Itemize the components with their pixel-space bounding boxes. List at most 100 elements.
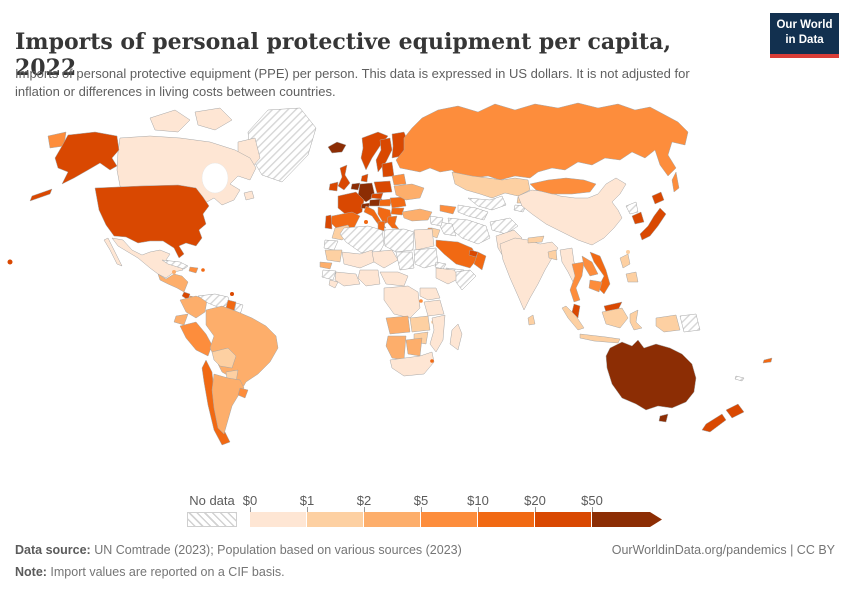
country-jamaica[interactable]: [172, 270, 176, 274]
country-bulgaria[interactable]: [390, 207, 405, 216]
country-mozambique[interactable]: [429, 314, 446, 353]
country-guinea[interactable]: [321, 269, 337, 281]
country-west-africa[interactable]: [334, 271, 361, 287]
country-usa[interactable]: [94, 184, 210, 259]
country-mongolia[interactable]: [529, 177, 597, 195]
country-france[interactable]: [337, 191, 365, 219]
owid-link[interactable]: OurWorldinData.org/pandemics | CC BY: [611, 543, 835, 557]
legend-bin[interactable]: [364, 512, 421, 527]
country-japan[interactable]: [639, 207, 667, 241]
country-caucasus[interactable]: [439, 204, 457, 215]
country-bolivia[interactable]: [211, 347, 237, 369]
country-botswana[interactable]: [405, 337, 423, 357]
country-peru[interactable]: [179, 321, 213, 357]
country-mauritania[interactable]: [324, 249, 343, 263]
country-western-sahara[interactable]: [323, 239, 339, 251]
country-trinidad[interactable]: [230, 292, 234, 296]
country-indonesia-java[interactable]: [579, 333, 621, 344]
country-central-america[interactable]: [157, 273, 189, 293]
country-indonesia-sumatra[interactable]: [561, 305, 585, 331]
legend-bin[interactable]: [307, 512, 364, 527]
country-papua-new-guinea[interactable]: [679, 313, 701, 333]
country-thailand[interactable]: [569, 261, 585, 303]
country-puerto-rico[interactable]: [201, 268, 205, 272]
country-philippines-luzon[interactable]: [619, 253, 631, 269]
country-drc[interactable]: [383, 285, 421, 319]
country-brazil[interactable]: [205, 305, 279, 397]
country-bangladesh[interactable]: [547, 249, 558, 261]
country-zambia[interactable]: [409, 315, 431, 333]
country-india[interactable]: [499, 237, 559, 311]
country-eswatini[interactable]: [430, 359, 434, 363]
country-laos[interactable]: [581, 255, 599, 277]
country-taiwan[interactable]: [626, 250, 630, 254]
country-ethiopia[interactable]: [435, 267, 461, 285]
country-italy-sardinia[interactable]: [364, 220, 368, 224]
country-australia-tasmania[interactable]: [658, 413, 669, 423]
country-usa-hawaii[interactable]: [7, 259, 13, 265]
country-new-zealand-south[interactable]: [701, 413, 727, 433]
country-uruguay[interactable]: [237, 387, 249, 399]
country-cambodia[interactable]: [588, 279, 603, 293]
country-sri-lanka[interactable]: [527, 314, 536, 326]
country-ukraine[interactable]: [393, 183, 425, 201]
country-saudi-arabia[interactable]: [435, 239, 479, 269]
legend-bin[interactable]: [592, 512, 662, 527]
country-fiji[interactable]: [762, 357, 773, 364]
country-rwanda[interactable]: [419, 299, 423, 303]
country-tanzania[interactable]: [423, 299, 445, 317]
country-russia[interactable]: [395, 102, 689, 181]
country-syria[interactable]: [429, 215, 444, 227]
country-hungary[interactable]: [378, 198, 393, 207]
country-angola[interactable]: [385, 315, 411, 335]
country-libya[interactable]: [383, 228, 415, 253]
country-nepal[interactable]: [527, 235, 545, 244]
country-vietnam[interactable]: [589, 251, 611, 295]
country-indonesia-sulawesi[interactable]: [629, 309, 643, 331]
country-indonesia-borneo[interactable]: [601, 307, 629, 329]
country-nigeria[interactable]: [357, 269, 381, 287]
legend-bin[interactable]: [478, 512, 535, 527]
country-poland[interactable]: [373, 180, 393, 194]
country-benelux[interactable]: [350, 182, 361, 191]
country-usa-aleutians[interactable]: [29, 188, 53, 202]
country-indonesia-papua[interactable]: [655, 314, 681, 333]
legend-bin[interactable]: [421, 512, 478, 527]
country-belarus[interactable]: [391, 173, 407, 186]
owid-logo[interactable]: Our World in Data: [770, 13, 839, 58]
country-mexico-baja[interactable]: [103, 237, 123, 267]
country-usa-alaska[interactable]: [54, 131, 120, 185]
country-canada[interactable]: [243, 190, 255, 201]
legend-no-data-swatch[interactable]: [187, 512, 237, 527]
country-baltics[interactable]: [381, 161, 395, 178]
country-ecuador[interactable]: [173, 313, 189, 326]
country-dominican-republic[interactable]: [188, 266, 199, 274]
country-somalia[interactable]: [455, 269, 477, 291]
country-new-zealand-north[interactable]: [725, 403, 745, 419]
country-iraq[interactable]: [437, 221, 457, 237]
country-niger[interactable]: [371, 249, 399, 269]
country-afghanistan[interactable]: [489, 217, 519, 235]
country-new-caledonia[interactable]: [734, 375, 745, 382]
country-malaysia[interactable]: [571, 303, 581, 319]
country-cameroon[interactable]: [379, 271, 409, 287]
country-senegal[interactable]: [319, 261, 333, 270]
country-kenya[interactable]: [419, 287, 441, 301]
country-canada[interactable]: [149, 109, 191, 133]
country-czechia[interactable]: [370, 192, 384, 200]
legend-bin[interactable]: [250, 512, 307, 527]
country-mali[interactable]: [341, 249, 375, 269]
country-cuba[interactable]: [161, 259, 189, 270]
country-tunisia[interactable]: [377, 220, 386, 232]
country-south-africa[interactable]: [389, 351, 435, 377]
country-north-korea[interactable]: [625, 201, 639, 215]
country-colombia[interactable]: [179, 295, 208, 319]
country-oman[interactable]: [473, 251, 487, 271]
country-greenland[interactable]: [247, 107, 317, 183]
country-sierra-leone[interactable]: [328, 279, 339, 289]
country-japan-hokkaido[interactable]: [651, 191, 665, 205]
country-madagascar[interactable]: [449, 323, 463, 351]
country-chad[interactable]: [395, 251, 415, 271]
legend-no-data[interactable]: No data: [187, 493, 237, 527]
country-philippines-mindanao[interactable]: [625, 271, 639, 283]
